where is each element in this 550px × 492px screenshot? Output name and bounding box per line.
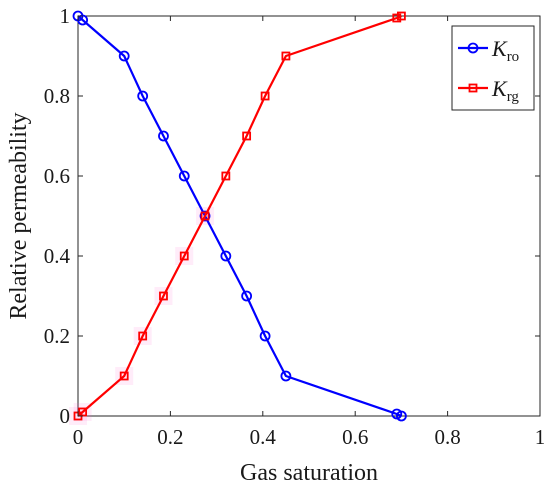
data-point-Kro bbox=[158, 130, 169, 142]
y-tick-label: 0.4 bbox=[44, 244, 71, 268]
legend: Kro Krg bbox=[451, 25, 535, 111]
y-axis-title: Relative permeability bbox=[6, 112, 32, 319]
y-tick-label: 0.2 bbox=[44, 324, 70, 348]
y-tick-label: 0 bbox=[60, 404, 71, 428]
data-point-Kro bbox=[280, 370, 292, 382]
legend-marker-Kro bbox=[467, 42, 479, 54]
y-tick-label: 0.8 bbox=[44, 84, 70, 108]
data-point-Krg bbox=[159, 291, 168, 301]
data-point-Krg bbox=[221, 171, 231, 181]
x-tick-label: 1 bbox=[535, 425, 546, 449]
x-tick-label: 0.2 bbox=[157, 425, 183, 449]
y-tick-label: 0.6 bbox=[44, 164, 70, 188]
data-point-Krg bbox=[242, 131, 252, 141]
data-point-Krg bbox=[200, 211, 210, 221]
plot-area bbox=[69, 10, 541, 425]
data-point-Kro bbox=[241, 290, 253, 302]
x-axis-title: Gas saturation bbox=[240, 460, 378, 486]
data-point-Kro bbox=[178, 170, 190, 182]
data-point-Kro bbox=[137, 90, 149, 102]
data-point-Kro bbox=[220, 250, 232, 262]
series-layer bbox=[72, 10, 407, 422]
legend-label-Krg: Krg bbox=[491, 76, 519, 105]
data-point-Kro bbox=[199, 210, 211, 222]
axes-box bbox=[77, 15, 541, 417]
data-point-Krg bbox=[138, 331, 148, 341]
data-point-Krg bbox=[281, 51, 291, 61]
y-tick-label: 1 bbox=[60, 4, 71, 28]
data-point-Kro bbox=[259, 330, 271, 342]
series-line-Krg bbox=[77, 14, 402, 417]
data-point-Krg bbox=[396, 11, 406, 21]
series-line-Kro bbox=[77, 15, 402, 418]
data-point-Krg bbox=[260, 91, 270, 101]
data-point-Krg bbox=[179, 251, 189, 261]
x-tick-label: 0.6 bbox=[342, 425, 368, 449]
legend-box bbox=[451, 25, 535, 111]
x-tick-label: 0.4 bbox=[250, 425, 277, 449]
legend-marker-Krg bbox=[468, 83, 478, 93]
data-point-Kro bbox=[395, 410, 407, 422]
x-tick-label: 0.8 bbox=[434, 425, 460, 449]
data-point-Krg bbox=[392, 13, 402, 23]
ticks-layer: 0 0.2 0.4 0.6 0.8 1 0 0.2 0.4 0.6 0.8 1 bbox=[44, 4, 546, 449]
data-point-Krg bbox=[119, 371, 129, 381]
data-point-Kro bbox=[118, 50, 130, 62]
legend-label-Kro: Kro bbox=[491, 36, 519, 65]
x-tick-label: 0 bbox=[73, 425, 84, 449]
